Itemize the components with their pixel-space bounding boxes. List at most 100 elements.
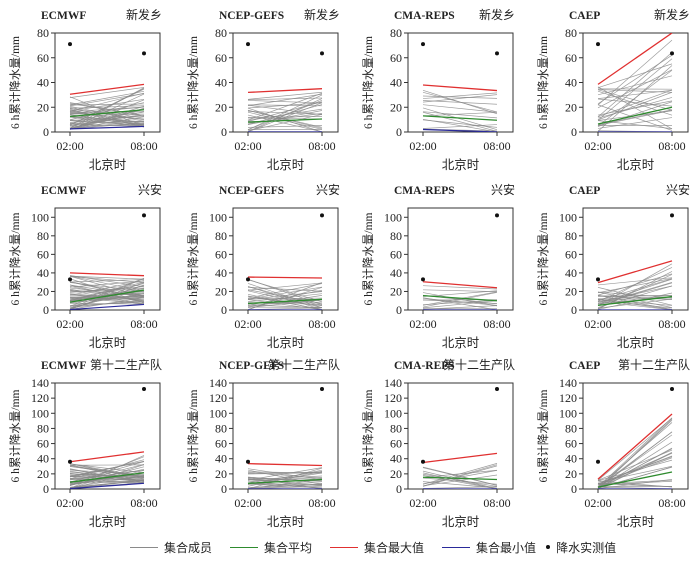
member-line — [597, 89, 673, 111]
y-tick-label: 60 — [215, 437, 227, 451]
member-line — [247, 104, 323, 116]
member-line — [422, 107, 498, 130]
y-tick-label: 40 — [390, 76, 402, 90]
y-tick-label: 0 — [571, 125, 577, 139]
member-line — [597, 120, 673, 129]
ensemble-mean-line — [597, 295, 673, 307]
panel-model-title: ECMWF — [41, 185, 86, 197]
y-tick-label: 20 — [565, 100, 577, 114]
observed-point — [495, 213, 499, 218]
member-line — [597, 75, 673, 96]
x-tick-label: 02:00 — [409, 317, 436, 331]
member-line — [597, 271, 673, 310]
x-axis-label: 北京时 — [442, 157, 480, 172]
member-line — [69, 112, 145, 116]
member-line — [422, 111, 498, 119]
y-tick-label: 0 — [221, 125, 227, 139]
y-tick-label: 0 — [43, 303, 49, 317]
y-tick-label: 0 — [396, 125, 402, 139]
member-line — [69, 93, 145, 107]
member-line — [69, 455, 145, 489]
ensemble-min-line — [69, 482, 145, 489]
x-tick-label: 02:00 — [409, 496, 436, 510]
y-tick-label: 80 — [215, 229, 227, 243]
member-line — [247, 475, 323, 481]
member-line — [69, 463, 145, 484]
y-axis-label: 6 h累计降水量/mm — [186, 212, 200, 305]
panel-model-title: ECMWF — [41, 360, 86, 372]
member-line — [597, 452, 673, 489]
member-line — [69, 87, 145, 98]
plot-area — [69, 451, 145, 489]
y-tick-label: 20 — [390, 284, 402, 298]
member-line — [597, 91, 673, 121]
legend-label-mean: 集合平均 — [264, 540, 313, 555]
y-tick-label: 80 — [215, 26, 227, 40]
member-line — [69, 106, 145, 113]
member-line — [247, 283, 323, 299]
y-axis-label: 6 h累计降水量/mm — [8, 389, 22, 482]
legend-item-mean: 集合平均 — [230, 539, 312, 556]
y-axis-label: 6 h累计降水量/mm — [186, 36, 200, 129]
member-line — [422, 285, 498, 290]
y-tick-label: 80 — [37, 421, 49, 435]
member-line — [597, 98, 673, 107]
y-tick-label: 20 — [215, 467, 227, 481]
member-line — [69, 106, 145, 128]
plot-frame — [54, 382, 161, 490]
member-line — [69, 280, 145, 288]
member-line — [422, 111, 498, 117]
ensemble-mean-line — [69, 289, 145, 303]
legend-label-members: 集合成员 — [164, 540, 213, 555]
y-tick-label: 0 — [43, 482, 49, 496]
ensemble-max-line — [597, 260, 673, 284]
observed-point — [421, 459, 425, 464]
member-line — [247, 295, 323, 310]
x-tick-label: 08:00 — [308, 317, 335, 331]
panel-station-title: 新发乡 — [304, 7, 340, 22]
member-line — [69, 472, 145, 485]
y-axis-label: 6 h累计降水量/mm — [536, 389, 550, 482]
x-tick-label: 08:00 — [130, 317, 157, 331]
y-axis-label: 6 h累计降水量/mm — [536, 212, 550, 305]
y-tick-label: 0 — [43, 125, 49, 139]
plot-area — [422, 281, 498, 310]
y-tick-label: 60 — [390, 437, 402, 451]
member-line — [597, 299, 673, 309]
legend-swatch-mean — [230, 546, 259, 548]
member-line — [69, 481, 145, 484]
x-tick-label: 02:00 — [234, 496, 261, 510]
plot-area — [597, 33, 673, 132]
x-tick-label: 02:00 — [56, 139, 83, 153]
ensemble-max-line — [69, 83, 145, 95]
member-line — [422, 292, 498, 307]
member-line — [69, 116, 145, 128]
y-tick-label: 40 — [37, 76, 49, 90]
x-tick-label: 02:00 — [409, 139, 436, 153]
y-tick-label: 80 — [565, 229, 577, 243]
panel-station-title: 第十二生产队 — [618, 357, 690, 372]
x-axis-label: 北京时 — [267, 514, 305, 529]
x-tick-label: 08:00 — [658, 496, 685, 510]
member-line — [422, 94, 498, 103]
observed-point — [670, 213, 674, 218]
member-line — [597, 285, 673, 303]
ensemble-max-line — [422, 452, 498, 464]
member-line — [247, 299, 323, 308]
x-tick-label: 08:00 — [483, 317, 510, 331]
y-axis-label: 6 h累计降水量/mm — [361, 389, 375, 482]
observed-point — [495, 51, 499, 56]
y-tick-label: 60 — [390, 247, 402, 261]
plot-frame — [407, 207, 514, 311]
member-line — [247, 93, 323, 107]
member-line — [597, 457, 673, 486]
x-axis-label: 北京时 — [442, 335, 480, 350]
ensemble-max-line — [247, 462, 323, 467]
x-axis-label: 北京时 — [617, 335, 655, 350]
ensemble-mean-line — [422, 476, 498, 481]
panel-model-title: NCEP-GEFS — [219, 185, 284, 197]
